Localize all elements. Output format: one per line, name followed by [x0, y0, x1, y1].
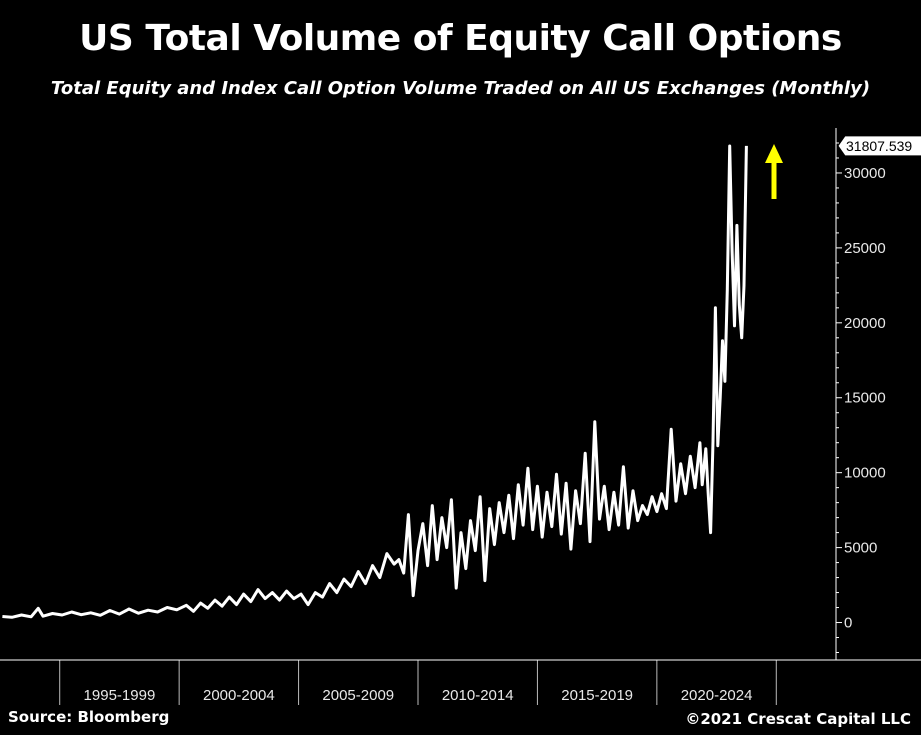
last-value-label: 31807.539	[837, 135, 921, 157]
x-tick-label: 1995-1999	[84, 687, 156, 704]
copyright-note: ©2021 Crescat Capital LLC	[685, 710, 911, 728]
chart-subtitle: Total Equity and Index Call Option Volum…	[50, 78, 871, 99]
y-tick-label: 30000	[844, 165, 886, 182]
x-tick-label: 2020-2024	[681, 687, 753, 704]
series-line	[2, 144, 748, 619]
source-note: Source: Bloomberg	[8, 708, 170, 726]
series-group	[2, 144, 748, 619]
y-tick-label: 20000	[844, 315, 886, 332]
last-value-box	[837, 135, 921, 157]
x-tick-label: 2010-2014	[442, 687, 514, 704]
y-tick-label: 5000	[844, 540, 877, 557]
y-tick-label: 0	[844, 615, 852, 632]
y-tick-label: 15000	[844, 390, 886, 407]
x-axis: 1995-1999 2000-2004 2005-2009 2010-2014 2015…	[0, 659, 921, 704]
x-tick-label: 2000-2004	[203, 687, 275, 704]
y-tick-label: 25000	[844, 240, 886, 257]
x-tick-label: 2005-2009	[322, 687, 394, 704]
arrow-head	[765, 144, 783, 163]
up-arrow-annotation	[765, 144, 783, 199]
x-period-separators	[59, 660, 777, 705]
y-axis: 0 5000 10000 15000 20000 25000 30000	[835, 128, 886, 660]
last-value-text: 31807.539	[846, 138, 912, 154]
x-tick-label: 2015-2019	[561, 687, 633, 704]
y-tick-label: 10000	[844, 465, 886, 482]
chart-title: US Total Volume of Equity Call Options	[79, 18, 842, 59]
